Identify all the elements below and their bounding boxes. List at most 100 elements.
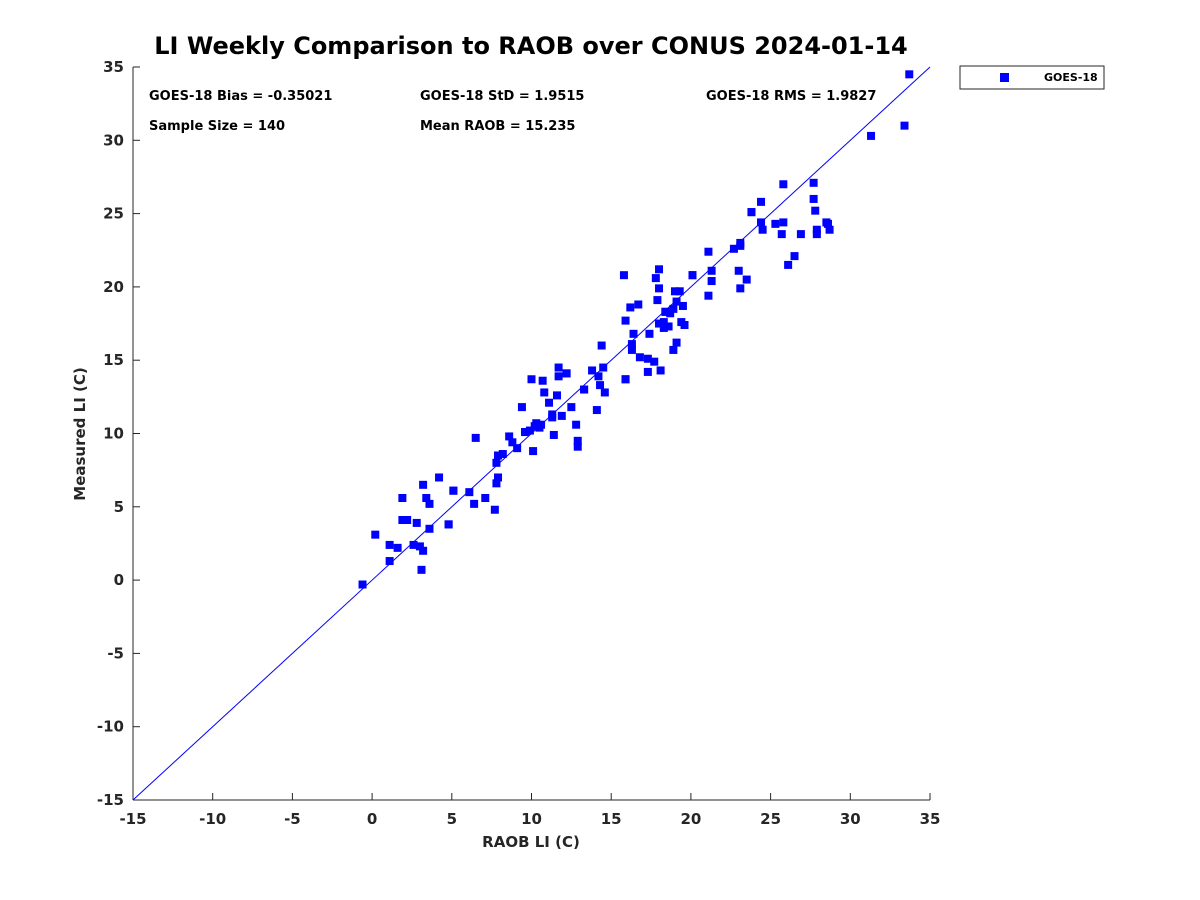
data-point [643, 367, 652, 376]
data-point [619, 271, 628, 280]
data-point [545, 398, 554, 407]
data-point [471, 433, 480, 442]
x-tick-label: 0 [367, 810, 377, 828]
data-point [627, 345, 636, 354]
data-point [812, 230, 821, 239]
data-point [385, 540, 394, 549]
data-point [580, 385, 589, 394]
data-point [553, 391, 562, 400]
x-tick-label: 5 [447, 810, 457, 828]
data-point [409, 540, 418, 549]
data-point [554, 363, 563, 372]
data-point [626, 303, 635, 312]
std-annotation: GOES-18 StD = 1.9515 [420, 89, 584, 104]
x-tick-label: 20 [680, 810, 701, 828]
data-point [704, 247, 713, 256]
data-point [621, 316, 630, 325]
y-axis-title: Measured LI (C) [71, 367, 89, 500]
y-tick-label: -5 [107, 644, 124, 662]
data-point [470, 499, 479, 508]
data-point [538, 376, 547, 385]
data-points [358, 70, 914, 589]
x-tick-label: -10 [199, 810, 226, 828]
data-point [905, 70, 914, 79]
data-point [508, 438, 517, 447]
data-point [592, 406, 601, 415]
data-point [529, 447, 538, 456]
data-point [629, 329, 638, 338]
x-tick-label: 35 [920, 810, 941, 828]
x-tick-label: 30 [840, 810, 861, 828]
chart-title: LI Weekly Comparison to RAOB over CONUS … [154, 32, 907, 60]
data-point [548, 410, 557, 419]
data-point [425, 499, 434, 508]
data-point [659, 323, 668, 332]
data-point [419, 546, 428, 555]
data-point [707, 266, 716, 275]
data-point [779, 180, 788, 189]
data-point [656, 366, 665, 375]
data-point [521, 428, 530, 437]
data-point [655, 284, 664, 293]
x-tick-label: -15 [119, 810, 146, 828]
data-point [492, 479, 501, 488]
data-point [707, 277, 716, 286]
data-point [635, 353, 644, 362]
data-point [588, 366, 597, 375]
data-point [688, 271, 697, 280]
data-point [678, 301, 687, 310]
data-point [572, 420, 581, 429]
data-point [811, 206, 820, 215]
legend-marker-goes-18 [1000, 73, 1009, 82]
data-point [742, 275, 751, 284]
legend-label-goes-18: GOES-18 [1044, 71, 1098, 84]
data-point [403, 515, 412, 524]
x-tick-label: 10 [521, 810, 542, 828]
data-point [650, 357, 659, 366]
data-point [358, 580, 367, 589]
data-point [599, 363, 608, 372]
data-point [385, 557, 394, 566]
data-point [594, 372, 603, 381]
data-point [796, 230, 805, 239]
data-point [422, 494, 431, 503]
data-point [537, 420, 546, 429]
data-point [645, 329, 654, 338]
data-point [900, 121, 909, 130]
data-point [490, 505, 499, 514]
data-point [809, 194, 818, 203]
data-point [492, 458, 501, 467]
data-point [670, 287, 679, 296]
data-point [666, 309, 675, 318]
data-point [505, 432, 514, 441]
data-point [417, 565, 426, 574]
data-point [449, 486, 458, 495]
bias-annotation: GOES-18 Bias = -0.35021 [149, 89, 332, 104]
data-point [777, 230, 786, 239]
data-point [393, 543, 402, 552]
data-point [655, 319, 664, 328]
data-point [465, 488, 474, 497]
data-point [634, 300, 643, 309]
data-point [596, 381, 605, 390]
data-point [747, 208, 756, 217]
data-point [664, 322, 673, 331]
data-point [567, 403, 576, 412]
data-point [672, 338, 681, 347]
data-point [371, 530, 380, 539]
data-point [573, 436, 582, 445]
data-point [790, 252, 799, 261]
x-tick-label: 25 [760, 810, 781, 828]
y-tick-label: 10 [103, 425, 124, 443]
x-tick-label: -5 [284, 810, 301, 828]
data-point [494, 473, 503, 482]
y-tick-label: -15 [97, 791, 124, 809]
data-point [549, 430, 558, 439]
data-point [669, 304, 678, 313]
sample-size-annotation: Sample Size = 140 [149, 119, 285, 134]
data-point [809, 178, 818, 187]
data-point [672, 297, 681, 306]
data-point [823, 219, 832, 228]
data-point [669, 345, 678, 354]
